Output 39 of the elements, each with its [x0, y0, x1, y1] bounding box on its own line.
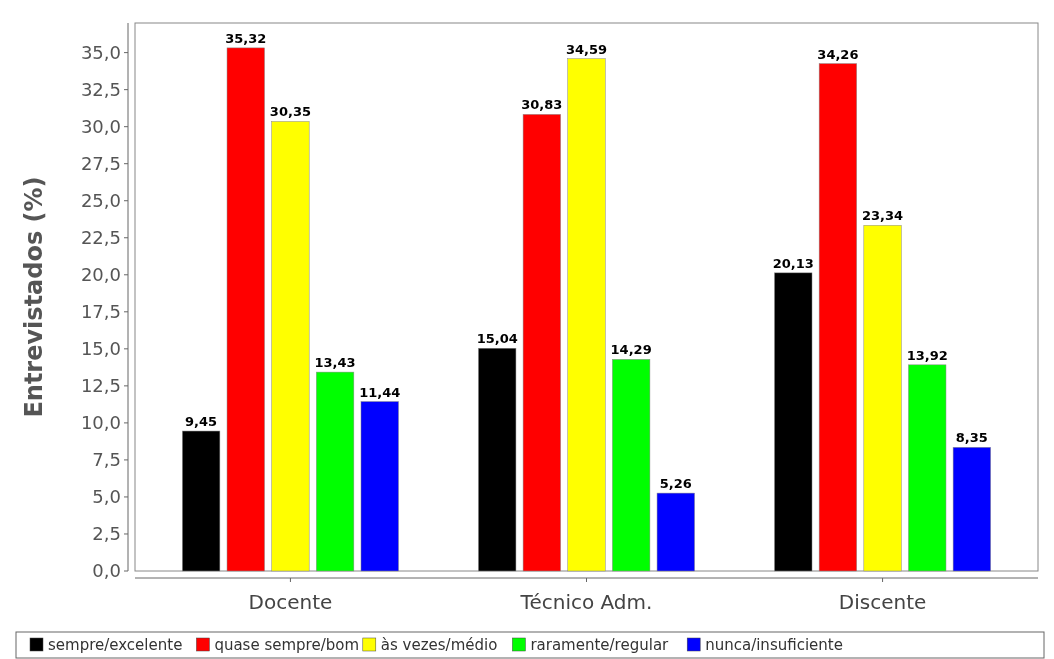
y-tick-label: 32,5: [80, 78, 121, 100]
data-label: 20,13: [772, 255, 814, 271]
legend-label: quase sempre/bom: [214, 636, 360, 654]
y-tick-label: 20,0: [80, 264, 121, 286]
y-tick-label: 2,5: [92, 523, 121, 545]
y-tick-label: 12,5: [80, 375, 121, 397]
data-label: 13,43: [314, 355, 356, 371]
data-label: 11,44: [359, 384, 401, 400]
y-tick-label: 5,0: [92, 486, 121, 508]
y-tick-label: 17,5: [80, 301, 121, 323]
y-tick-label: 22,5: [80, 227, 121, 249]
data-label: 8,35: [955, 430, 988, 446]
x-tick-label: Discente: [838, 590, 927, 614]
y-tick-label: 7,5: [92, 449, 121, 471]
data-label: 30,35: [269, 104, 311, 120]
data-label: 30,83: [521, 97, 563, 113]
y-tick-label: 30,0: [80, 115, 121, 137]
y-tick-label: 27,5: [80, 153, 121, 174]
legend-label: às vezes/médio: [380, 636, 498, 654]
data-label: 34,59: [565, 41, 608, 57]
y-tick-label: 0,0: [92, 560, 121, 582]
y-tick-label: 10,0: [80, 412, 121, 434]
y-tick-label: 25,0: [80, 190, 121, 212]
y-tick-label: 15,0: [80, 338, 121, 360]
x-tick-label: Docente: [248, 590, 333, 614]
data-label: 13,92: [906, 347, 948, 363]
data-label: 15,04: [476, 331, 518, 347]
data-label: 35,32: [225, 30, 267, 46]
data-label: 34,26: [817, 46, 859, 62]
data-label: 9,45: [185, 414, 218, 430]
data-label: 23,34: [862, 208, 904, 224]
legend-label: sempre/excelente: [48, 636, 183, 654]
x-tick-label: Técnico Adm.: [519, 590, 653, 614]
legend-label: raramente/regular: [530, 636, 670, 654]
data-label: 5,26: [659, 476, 692, 492]
legend-label: nunca/insuficiente: [705, 636, 843, 654]
data-label: 14,29: [610, 342, 652, 358]
y-axis-title: Entrevistados (%): [20, 176, 48, 418]
y-tick-label: 35,0: [80, 41, 121, 63]
